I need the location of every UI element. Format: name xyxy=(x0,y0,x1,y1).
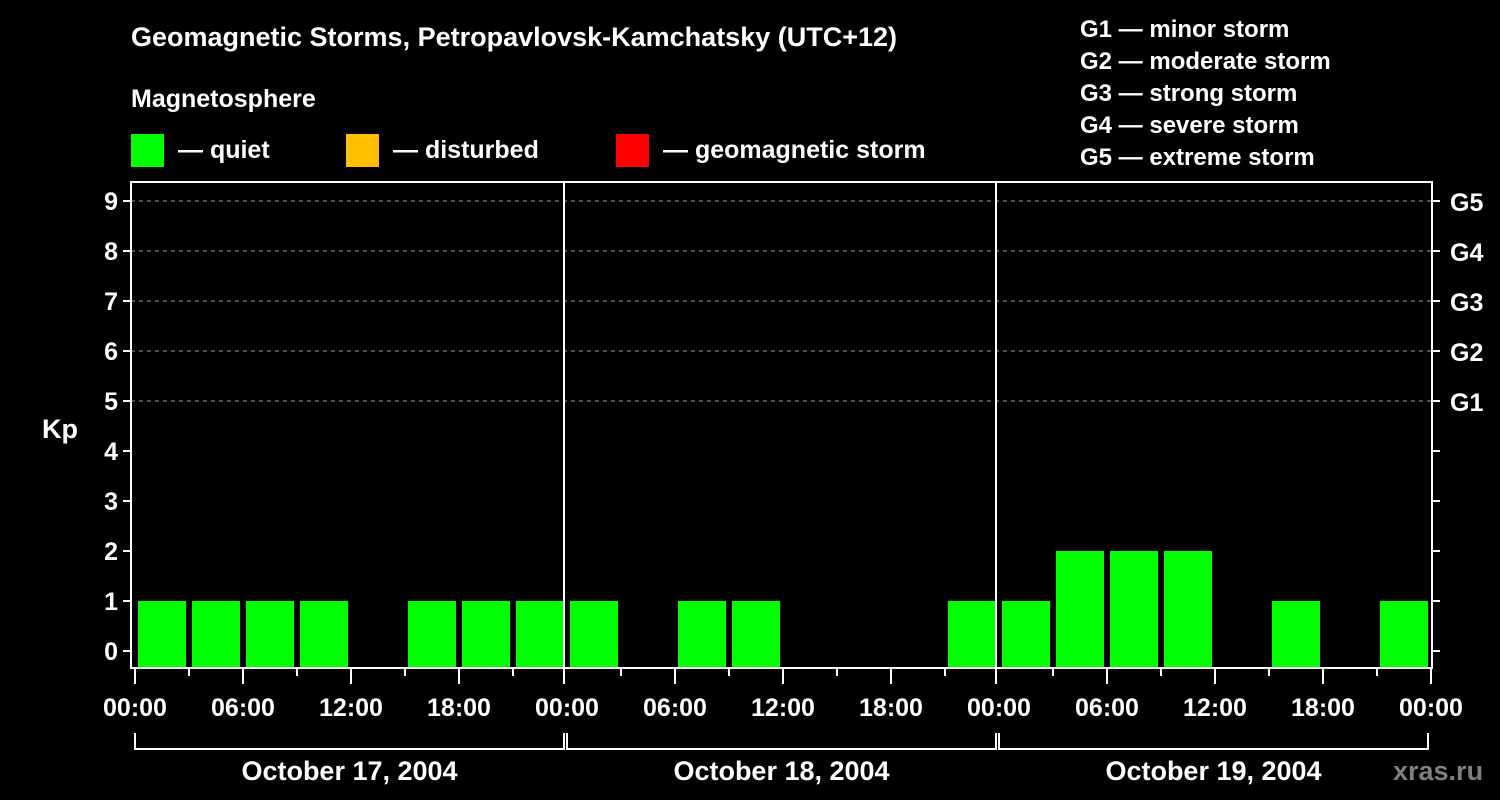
plot-frame xyxy=(130,181,1433,669)
kp-bar xyxy=(408,601,456,668)
kp-bar xyxy=(462,601,510,668)
kp-bar xyxy=(1272,601,1320,668)
y-tick-label: 5 xyxy=(104,388,118,416)
g-level-label: G1 xyxy=(1450,389,1483,417)
disturbed-swatch-icon xyxy=(346,133,379,167)
watermark: xras.ru xyxy=(1393,756,1484,786)
legend-quiet: — quiet xyxy=(131,133,270,167)
kp-bar xyxy=(948,601,996,668)
kp-bar xyxy=(1164,551,1212,668)
kp-bar xyxy=(570,601,618,668)
g-level-label: G5 xyxy=(1450,189,1483,217)
y-tick-label: 3 xyxy=(104,488,118,516)
day-bracket xyxy=(566,733,997,750)
x-tick-label: 00:00 xyxy=(535,694,599,722)
day-bracket xyxy=(998,733,1429,750)
kp-bar xyxy=(732,601,780,668)
g-level-label: G2 xyxy=(1450,339,1483,367)
g-level-label: G4 xyxy=(1450,239,1483,267)
kp-bar xyxy=(516,601,564,668)
kp-bar xyxy=(1380,601,1428,668)
kp-bar xyxy=(1056,551,1104,668)
g1-legend: G1 — minor storm xyxy=(1080,16,1290,43)
storm-swatch-icon xyxy=(616,133,649,167)
kp-bar xyxy=(300,601,348,668)
y-tick-label: 8 xyxy=(104,238,118,266)
y-tick-label: 4 xyxy=(104,438,118,466)
y-tick-label: 7 xyxy=(104,288,118,316)
x-tick-label: 00:00 xyxy=(967,694,1031,722)
x-tick-label: 06:00 xyxy=(211,694,275,722)
legend-quiet-label: — quiet xyxy=(178,135,270,164)
y-tick-label: 0 xyxy=(104,638,118,666)
kp-bar xyxy=(138,601,186,668)
x-tick-label: 06:00 xyxy=(1075,694,1139,722)
x-tick-label: 12:00 xyxy=(1183,694,1247,722)
y-tick-label: 1 xyxy=(104,588,118,616)
legend-disturbed-label: — disturbed xyxy=(393,135,539,164)
x-tick-label: 18:00 xyxy=(859,694,923,722)
legend-disturbed: — disturbed xyxy=(346,133,539,167)
kp-bar xyxy=(1110,551,1158,668)
day-label: October 17, 2004 xyxy=(241,756,457,786)
g4-legend: G4 — severe storm xyxy=(1080,112,1299,139)
magnetosphere-label: Magnetosphere xyxy=(131,85,316,113)
y-axis-label: Kp xyxy=(42,414,78,444)
kp-bar xyxy=(1002,601,1050,668)
x-tick-label: 06:00 xyxy=(643,694,707,722)
g-level-label: G3 xyxy=(1450,289,1483,317)
y-tick-label: 6 xyxy=(104,338,118,366)
g2-legend: G2 — moderate storm xyxy=(1080,48,1331,75)
day-bracket xyxy=(134,733,565,750)
legend-storm-label: — geomagnetic storm xyxy=(663,135,926,164)
g-scale-legend: G1 — minor storm G2 — moderate storm G3 … xyxy=(1080,14,1331,174)
x-tick-label: 12:00 xyxy=(751,694,815,722)
x-tick-label: 18:00 xyxy=(427,694,491,722)
day-label: October 18, 2004 xyxy=(673,756,889,786)
kp-bar xyxy=(678,601,726,668)
x-tick-label: 12:00 xyxy=(319,694,383,722)
y-tick-label: 2 xyxy=(104,538,118,566)
g5-legend: G5 — extreme storm xyxy=(1080,144,1315,171)
quiet-swatch-icon xyxy=(131,133,164,167)
day-label: October 19, 2004 xyxy=(1105,756,1321,786)
x-tick-label: 00:00 xyxy=(103,694,167,722)
g3-legend: G3 — strong storm xyxy=(1080,80,1298,107)
x-tick-label: 18:00 xyxy=(1291,694,1355,722)
y-tick-label: 9 xyxy=(104,188,118,216)
x-tick-label: 00:00 xyxy=(1399,694,1463,722)
chart-title: Geomagnetic Storms, Petropavlovsk-Kamcha… xyxy=(131,22,898,52)
legend-storm: — geomagnetic storm xyxy=(616,133,926,167)
kp-bar xyxy=(246,601,294,668)
kp-bar xyxy=(192,601,240,668)
